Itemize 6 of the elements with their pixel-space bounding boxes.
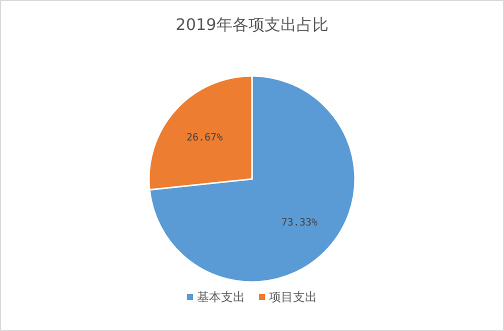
data-label: 73.33% xyxy=(281,218,318,229)
legend-label: 基本支出 xyxy=(197,290,245,304)
chart-title: 2019年各项支出占比 xyxy=(176,15,328,34)
pie-slice xyxy=(148,75,356,283)
legend-label: 项目支出 xyxy=(269,290,317,304)
data-label: 26.67% xyxy=(186,132,223,144)
